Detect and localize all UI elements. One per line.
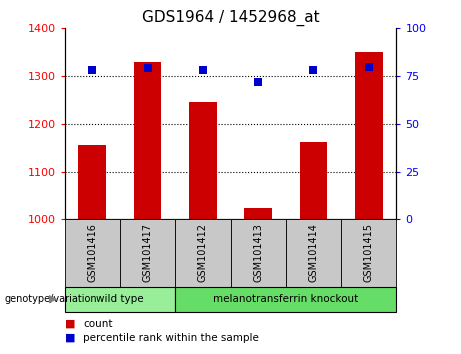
- Bar: [78, 145, 106, 219]
- Bar: [341, 219, 396, 287]
- Bar: [65, 287, 175, 312]
- Text: GSM101416: GSM101416: [87, 223, 97, 282]
- Bar: [355, 52, 383, 219]
- Point: [199, 68, 207, 73]
- Bar: [230, 219, 286, 287]
- Point: [144, 65, 151, 71]
- Text: percentile rank within the sample: percentile rank within the sample: [83, 333, 259, 343]
- Text: count: count: [83, 319, 112, 329]
- Text: GSM101412: GSM101412: [198, 223, 208, 282]
- Text: genotype/variation: genotype/variation: [5, 294, 97, 304]
- Text: GSM101417: GSM101417: [142, 223, 153, 282]
- Point: [254, 79, 262, 85]
- Text: ▶: ▶: [49, 294, 57, 304]
- Text: melanotransferrin knockout: melanotransferrin knockout: [213, 294, 359, 304]
- Bar: [175, 219, 230, 287]
- Text: wild type: wild type: [96, 294, 144, 304]
- Bar: [175, 287, 396, 312]
- Text: GSM101414: GSM101414: [308, 223, 319, 282]
- Point: [365, 64, 372, 69]
- Text: ■: ■: [65, 319, 75, 329]
- Bar: [65, 219, 120, 287]
- Point: [310, 68, 317, 73]
- Bar: [300, 142, 327, 219]
- Title: GDS1964 / 1452968_at: GDS1964 / 1452968_at: [142, 9, 319, 25]
- Bar: [134, 62, 161, 219]
- Text: GSM101413: GSM101413: [253, 223, 263, 282]
- Point: [89, 68, 96, 73]
- Bar: [286, 219, 341, 287]
- Bar: [189, 102, 217, 219]
- Text: GSM101415: GSM101415: [364, 223, 374, 282]
- Bar: [244, 207, 272, 219]
- Text: ■: ■: [65, 333, 75, 343]
- Bar: [120, 219, 175, 287]
